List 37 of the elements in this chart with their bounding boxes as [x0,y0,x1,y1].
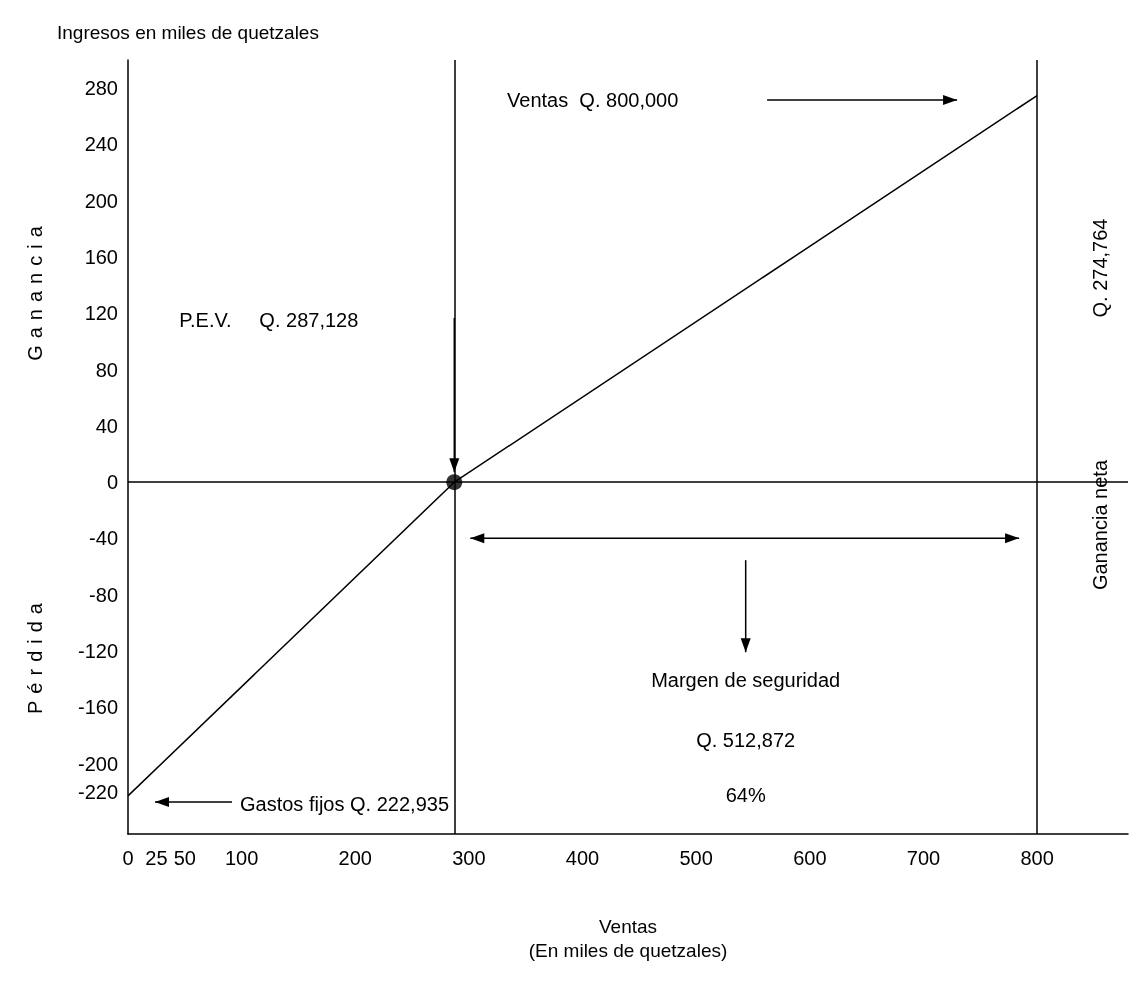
x-tick-label: 800 [1020,847,1054,869]
y-tick-label: -40 [89,527,118,550]
y-tick-label: 120 [84,302,118,325]
y-tick-label: -220 [77,780,118,803]
x-tick-label: 700 [906,847,941,869]
x-tick-label: 400 [565,847,600,869]
y-tick-label: 200 [84,189,118,212]
x-tick-label: 50 [173,847,196,869]
annotation: Q. 512,872 [696,729,796,751]
annotation: Ganancia neta [1089,459,1111,591]
annotation: Ventas Q. 800,000 [507,89,679,111]
x-tick-label: 25 [145,847,168,869]
x-tick-label: 0 [122,847,134,869]
y-axis-title: Ganancia [24,219,46,361]
annotation: Margen de seguridad [651,669,841,691]
y-tick-label: -160 [77,696,118,719]
text: Pérdida [24,596,46,714]
y-tick-label: 160 [84,246,118,269]
y-tick-label: 280 [84,77,118,100]
annotation: Q. 274,764 [1089,218,1111,318]
x-tick-label: 200 [338,847,372,869]
chart-title: Ingresos en miles de quetzales [57,22,319,43]
x-tick-label: 600 [793,847,827,869]
y-tick-label: -80 [89,583,118,606]
x-tick-label: 100 [224,847,259,869]
y-tick-label: -200 [77,752,118,775]
x-tick-label: 300 [452,847,486,869]
x-tick-label: 500 [679,847,713,869]
y-tick-label: 240 [84,133,118,156]
y-tick-label: 40 [95,414,118,437]
y-tick-label: 0 [106,471,118,494]
annotation: Gastos fijos Q. 222,935 [240,793,450,815]
y-tick-label: -120 [77,640,118,663]
y-tick-label: 80 [95,358,118,381]
annotation: 64% [725,784,766,806]
x-axis-title: Ventas (En miles de quetzales) [528,915,728,961]
annotation: P.E.V. Q. 287,128 [179,309,359,331]
